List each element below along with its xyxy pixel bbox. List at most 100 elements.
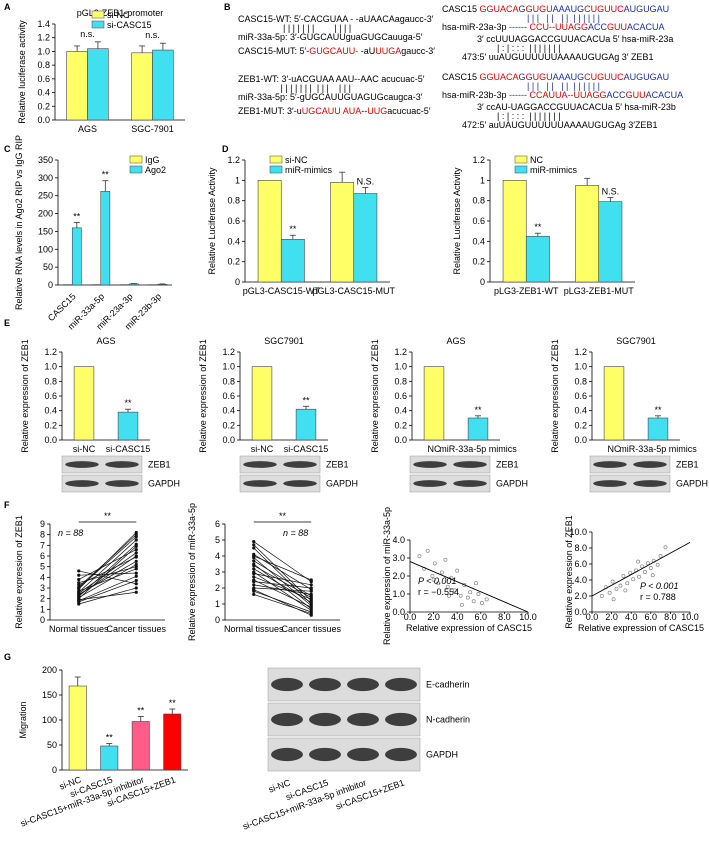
pair-line	[78, 552, 137, 594]
sequence-line: 3′ ccUUUAGGACCGUUACACUa 5′ hsa-miR-23a	[442, 34, 673, 44]
bar	[647, 417, 669, 441]
y-tick-label: 0.0	[574, 607, 587, 617]
sequence-line: hsa-miR-23b-3p ------ CCAUUA--UUAGGACCGU…	[442, 90, 683, 100]
panel-label: E	[4, 318, 10, 328]
pair-line	[78, 570, 137, 585]
pair-point	[134, 574, 138, 578]
blot-band	[347, 747, 379, 762]
significance-label: **	[104, 511, 112, 521]
pair-line	[78, 572, 137, 576]
y-axis-label: Relative expression of miR-33a-5p	[382, 507, 392, 645]
y-tick-label: 0.2	[227, 257, 240, 267]
sequence-segment: miR-33a-5p: 3′-GUGCAUUguaGUGCauuga-5′	[238, 32, 423, 42]
blot-band	[633, 480, 667, 487]
y-tick-label: 1.0	[392, 589, 405, 599]
y-tick-label: 300	[38, 173, 53, 183]
sequence-segment: UUG	[367, 106, 387, 116]
pair-point	[134, 559, 138, 563]
pair-point	[252, 564, 256, 568]
pair-line	[78, 566, 137, 584]
scatter-point	[468, 590, 473, 595]
significance-label: **	[474, 405, 482, 415]
blot-band	[105, 480, 139, 487]
blot-background	[239, 474, 321, 493]
legend-swatch	[269, 155, 283, 164]
sequence-line: 472:5′ auUAUGUUUUUUAAAAUGUGAg 3′ZEB1	[442, 120, 657, 130]
y-tick-label: 1.4	[37, 19, 50, 29]
y-tick-label: 2	[215, 583, 220, 593]
pair-point	[309, 604, 313, 608]
x-tick-label: 6.0	[645, 612, 658, 622]
y-tick-label: 5	[215, 535, 220, 545]
y-tick-label: 0.6	[574, 391, 587, 401]
y-tick-label: 4	[40, 572, 45, 582]
y-tick-label: 0.8	[394, 376, 407, 386]
sequence-segment: ZEB1-WT: 3′-uACGUAA AAU--AAC acucuac-5′	[238, 74, 425, 84]
y-tick-label: 0.4	[227, 236, 240, 246]
pair-point	[252, 570, 256, 574]
blot-band	[593, 461, 627, 468]
sequence-segment: CCU	[530, 22, 550, 32]
scatter-point	[459, 602, 464, 607]
blot-band-label: GAPDH	[148, 479, 180, 489]
blot-band	[347, 677, 379, 692]
y-tick-label: 0.0	[37, 115, 50, 125]
sequence-segment: GUU	[626, 90, 646, 100]
y-tick-label: 0	[40, 615, 45, 625]
pair-point	[252, 559, 256, 563]
pair-line	[253, 568, 312, 603]
y-tick-label: 1.2	[222, 347, 235, 357]
y-tick-label: 1.0	[37, 46, 50, 56]
y-axis-label: Relative expression of miR-33a-5p	[187, 503, 197, 641]
pair-point	[77, 597, 81, 601]
pair-line	[253, 541, 312, 582]
blot-band	[243, 480, 277, 487]
significance-label: **	[102, 170, 110, 180]
x-tick-label: miR-33a-5p mimics	[619, 444, 697, 454]
pair-point	[252, 575, 256, 579]
y-axis-label: Relative expression of ZEB1	[20, 339, 30, 453]
y-axis-label: Relative luciferase activity	[17, 20, 27, 124]
pair-point	[252, 540, 256, 544]
bar	[73, 366, 95, 441]
blot-band	[271, 677, 303, 692]
pair-line	[78, 546, 137, 599]
sequence-line: | : | : : : | | | | | | |	[442, 111, 561, 121]
blot-background	[589, 474, 671, 493]
sequence-segment: | | | | | | | | | | | | |	[442, 13, 600, 23]
pair-point	[309, 586, 313, 590]
x-axis-label: Relative expression of CASC15	[406, 623, 532, 633]
blot-band	[385, 677, 417, 692]
scatter-point	[623, 588, 628, 593]
pair-point	[134, 586, 138, 590]
n-label: n = 88	[58, 528, 83, 538]
significance-label: N.S.	[602, 187, 620, 197]
sequence-segment: ZEB1-MUT: 3′-u	[238, 106, 302, 116]
y-tick-label: 50	[47, 740, 57, 750]
x-tick-label: si-NC	[251, 444, 274, 454]
pair-point	[134, 554, 138, 558]
sequence-line: | | | | | | | | | | | | |	[442, 13, 600, 23]
y-tick-label: 200	[42, 665, 57, 675]
x-tick-label: pLG3-ZEB1-MUT	[564, 286, 635, 296]
significance-label: **	[137, 706, 145, 716]
legend-label: NC	[530, 155, 543, 165]
y-tick-label: 8.0	[574, 543, 587, 553]
blot-band-label: N-cadherin	[426, 715, 470, 725]
sequence-line: | | | | | | | | | | |	[238, 23, 351, 33]
x-tick-label: Cancer tissues	[281, 624, 341, 634]
x-tick-label: AGS	[78, 124, 97, 134]
pair-point	[134, 544, 138, 549]
y-tick-label: 100	[42, 715, 57, 725]
y-tick-label: 0	[215, 615, 220, 625]
blot-band-label: GAPDH	[326, 479, 358, 489]
sequence-segment: AUA	[343, 106, 362, 116]
scatter-point	[637, 574, 641, 579]
legend-label: si-NC	[107, 10, 130, 20]
scatter-point	[611, 597, 616, 602]
pair-point	[309, 596, 313, 600]
scatter-point	[443, 557, 448, 562]
sequence-line: | | | | | | | | | | | | |	[238, 83, 351, 93]
y-tick-label: 1.2	[227, 155, 240, 165]
